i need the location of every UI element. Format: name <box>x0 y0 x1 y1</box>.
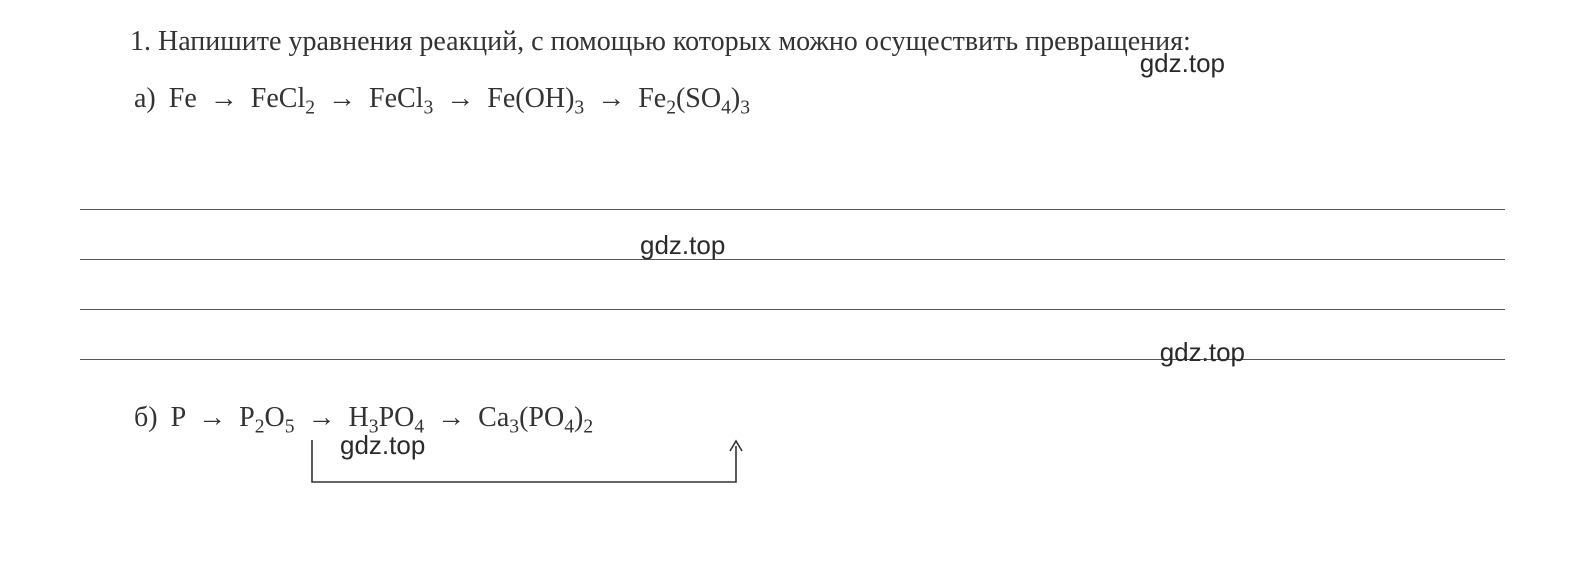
ext-arrow-icon <box>310 438 743 484</box>
species-FeOH3: Fe(OH)3 <box>487 83 584 114</box>
species-FeCl3: FeCl3 <box>369 83 433 114</box>
species-Fe2SO43: Fe2(SO4)3 <box>638 83 750 114</box>
part-b-wrap: б) P → P2O5 → H3PO4 → Ca3(PO4)2 <box>80 396 1505 443</box>
arrow-icon: → <box>308 402 336 433</box>
species-P2O5: P2O5 <box>239 402 294 433</box>
species-P: P <box>171 402 186 433</box>
arrow-icon: → <box>198 402 226 433</box>
watermark-1: gdz.top <box>1140 48 1225 79</box>
part-b-chain: б) P → P2O5 → H3PO4 → Ca3(PO4)2 <box>80 396 1505 443</box>
watermark-2: gdz.top <box>640 230 725 261</box>
species-FeCl2: FeCl2 <box>251 83 315 114</box>
arrow-icon: → <box>328 83 356 114</box>
watermark-3: gdz.top <box>1160 337 1245 368</box>
answer-area <box>80 160 1505 360</box>
species-Ca3PO42: Ca3(PO4)2 <box>478 402 593 433</box>
arrow-icon: → <box>437 402 465 433</box>
part-b-label: б) <box>134 402 158 433</box>
answer-line <box>80 160 1505 210</box>
arrow-icon: → <box>210 83 238 114</box>
part-a-chain: а) Fe → FeCl2 → FeCl3 → Fe(OH)3 → Fe2(SO… <box>80 77 1505 124</box>
species-Fe: Fe <box>169 83 197 114</box>
problem-statement: 1. Напишите уравнения реакций, с помощью… <box>80 20 1505 65</box>
answer-line <box>80 310 1505 360</box>
arrow-icon: → <box>446 83 474 114</box>
statement-line1: 1. Напишите уравнения реакций, с помощью… <box>130 26 858 57</box>
part-a-label: а) <box>134 83 156 114</box>
answer-line <box>80 260 1505 310</box>
arrow-icon: → <box>597 83 625 114</box>
species-H3PO4: H3PO4 <box>349 402 425 433</box>
answer-line <box>80 210 1505 260</box>
